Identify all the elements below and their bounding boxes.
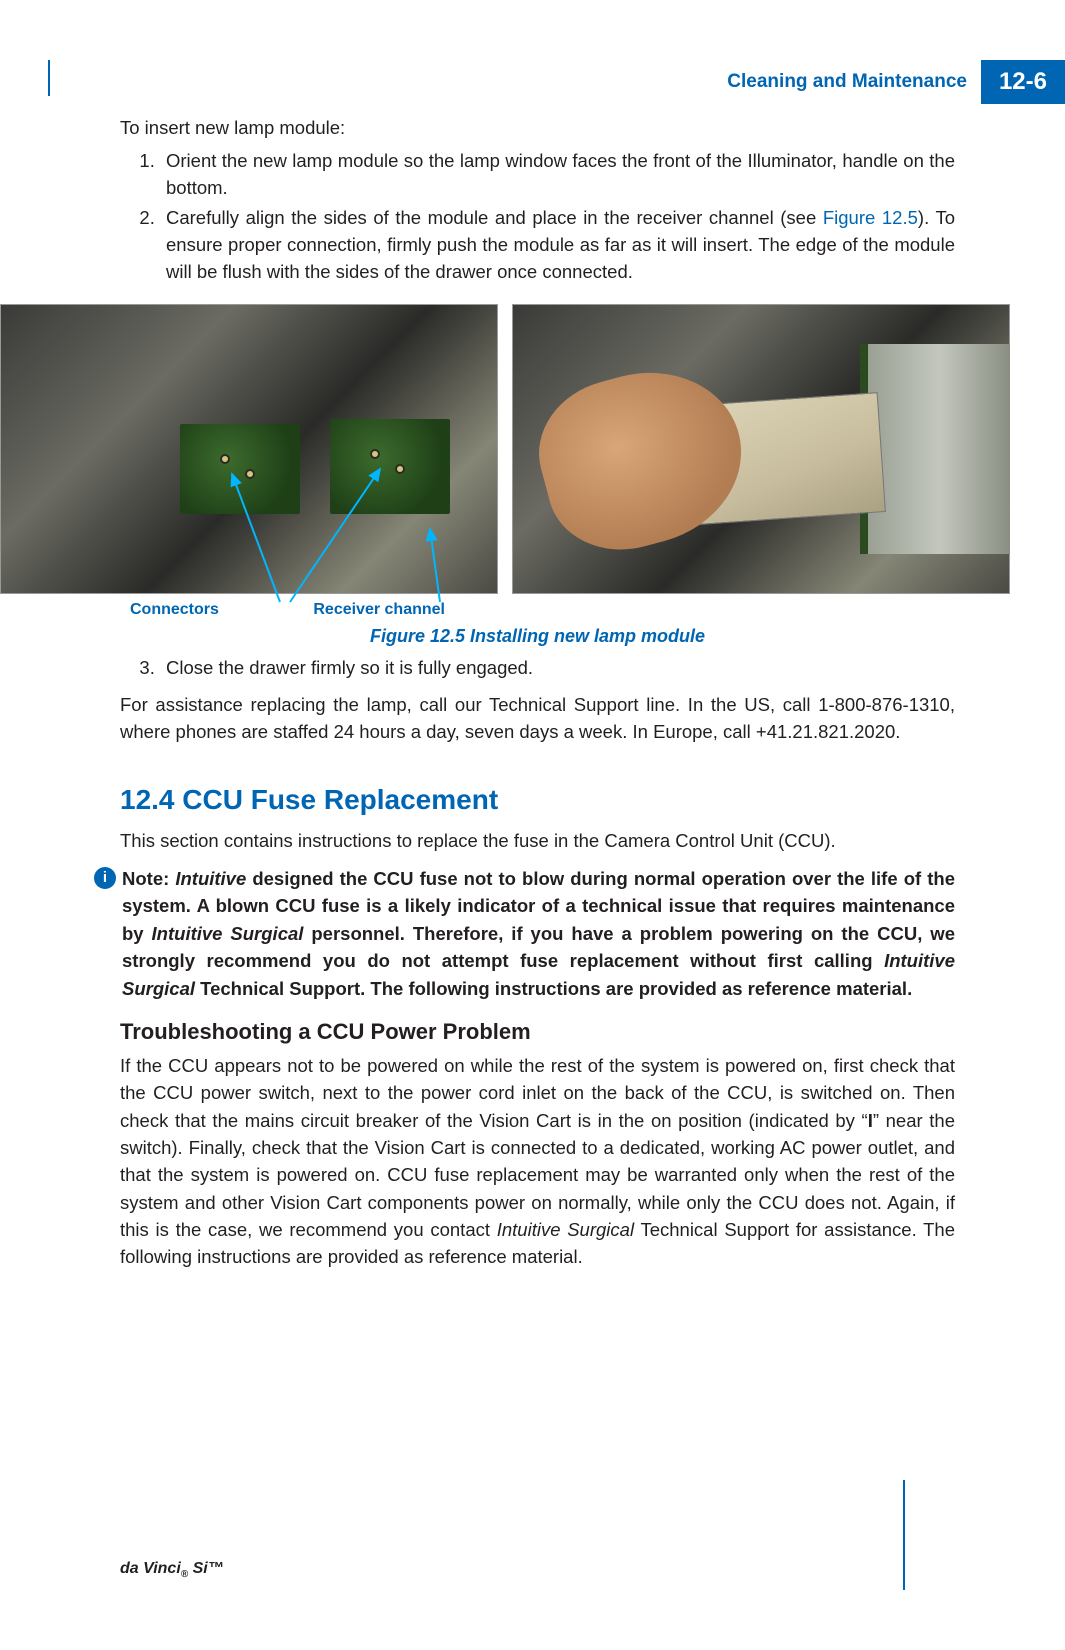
section-intro: This section contains instructions to re… (120, 828, 955, 855)
figure-caption: Figure 12.5 Installing new lamp module (120, 623, 955, 649)
header-left-rule (48, 60, 50, 96)
connector-dot (245, 469, 255, 479)
figure-photo-right (512, 304, 1010, 594)
footer-text: da Vinci (120, 1560, 181, 1577)
figure-row (120, 304, 955, 594)
figure-photo-left (0, 304, 498, 594)
note-label: Note: (122, 868, 175, 889)
pcb-shape (180, 424, 300, 514)
footer-right-rule (903, 1480, 905, 1590)
step-3: Close the drawer firmly so it is fully e… (160, 655, 955, 682)
step-2-lead: Carefully align the sides of the module … (166, 207, 823, 228)
step-2: Carefully align the sides of the module … (160, 205, 955, 285)
figure-right-wrap (512, 304, 1010, 594)
pcb-shape (330, 419, 450, 514)
info-icon: i (94, 867, 116, 889)
footer-product-name: da Vinci® Si™ (120, 1560, 224, 1580)
insert-steps-list: Orient the new lamp module so the lamp w… (142, 148, 955, 286)
note-text: Note: Intuitive designed the CCU fuse no… (122, 865, 955, 1002)
chapter-title: Cleaning and Maintenance (727, 61, 981, 103)
callout-labels: Connectors Receiver channel (110, 598, 955, 621)
reg-mark: ® (181, 1569, 188, 1580)
page-number-badge: 12-6 (981, 60, 1065, 104)
subheading: Troubleshooting a CCU Power Problem (120, 1016, 955, 1048)
page-header: Cleaning and Maintenance 12-6 (727, 60, 1065, 104)
receiver-slot-shape (860, 344, 1010, 554)
footer-model: Si™ (193, 1560, 224, 1577)
insert-steps-list-cont: Close the drawer firmly so it is fully e… (142, 655, 955, 682)
connector-dot (395, 464, 405, 474)
support-paragraph: For assistance replacing the lamp, call … (120, 692, 955, 746)
intro-line: To insert new lamp module: (120, 115, 955, 142)
figure-left-wrap (120, 304, 498, 594)
hand-shape (523, 351, 760, 567)
section-heading: 12.4 CCU Fuse Replacement (120, 780, 955, 821)
connector-dot (220, 454, 230, 464)
troubleshooting-paragraph: If the CCU appears not to be powered on … (120, 1052, 955, 1271)
connector-dot (370, 449, 380, 459)
callout-connectors: Connectors (130, 598, 219, 621)
step-1: Orient the new lamp module so the lamp w… (160, 148, 955, 202)
note-block: i Note: Intuitive designed the CCU fuse … (94, 865, 955, 1002)
callout-receiver: Receiver channel (313, 598, 445, 621)
figure-ref-link[interactable]: Figure 12.5 (823, 207, 918, 228)
